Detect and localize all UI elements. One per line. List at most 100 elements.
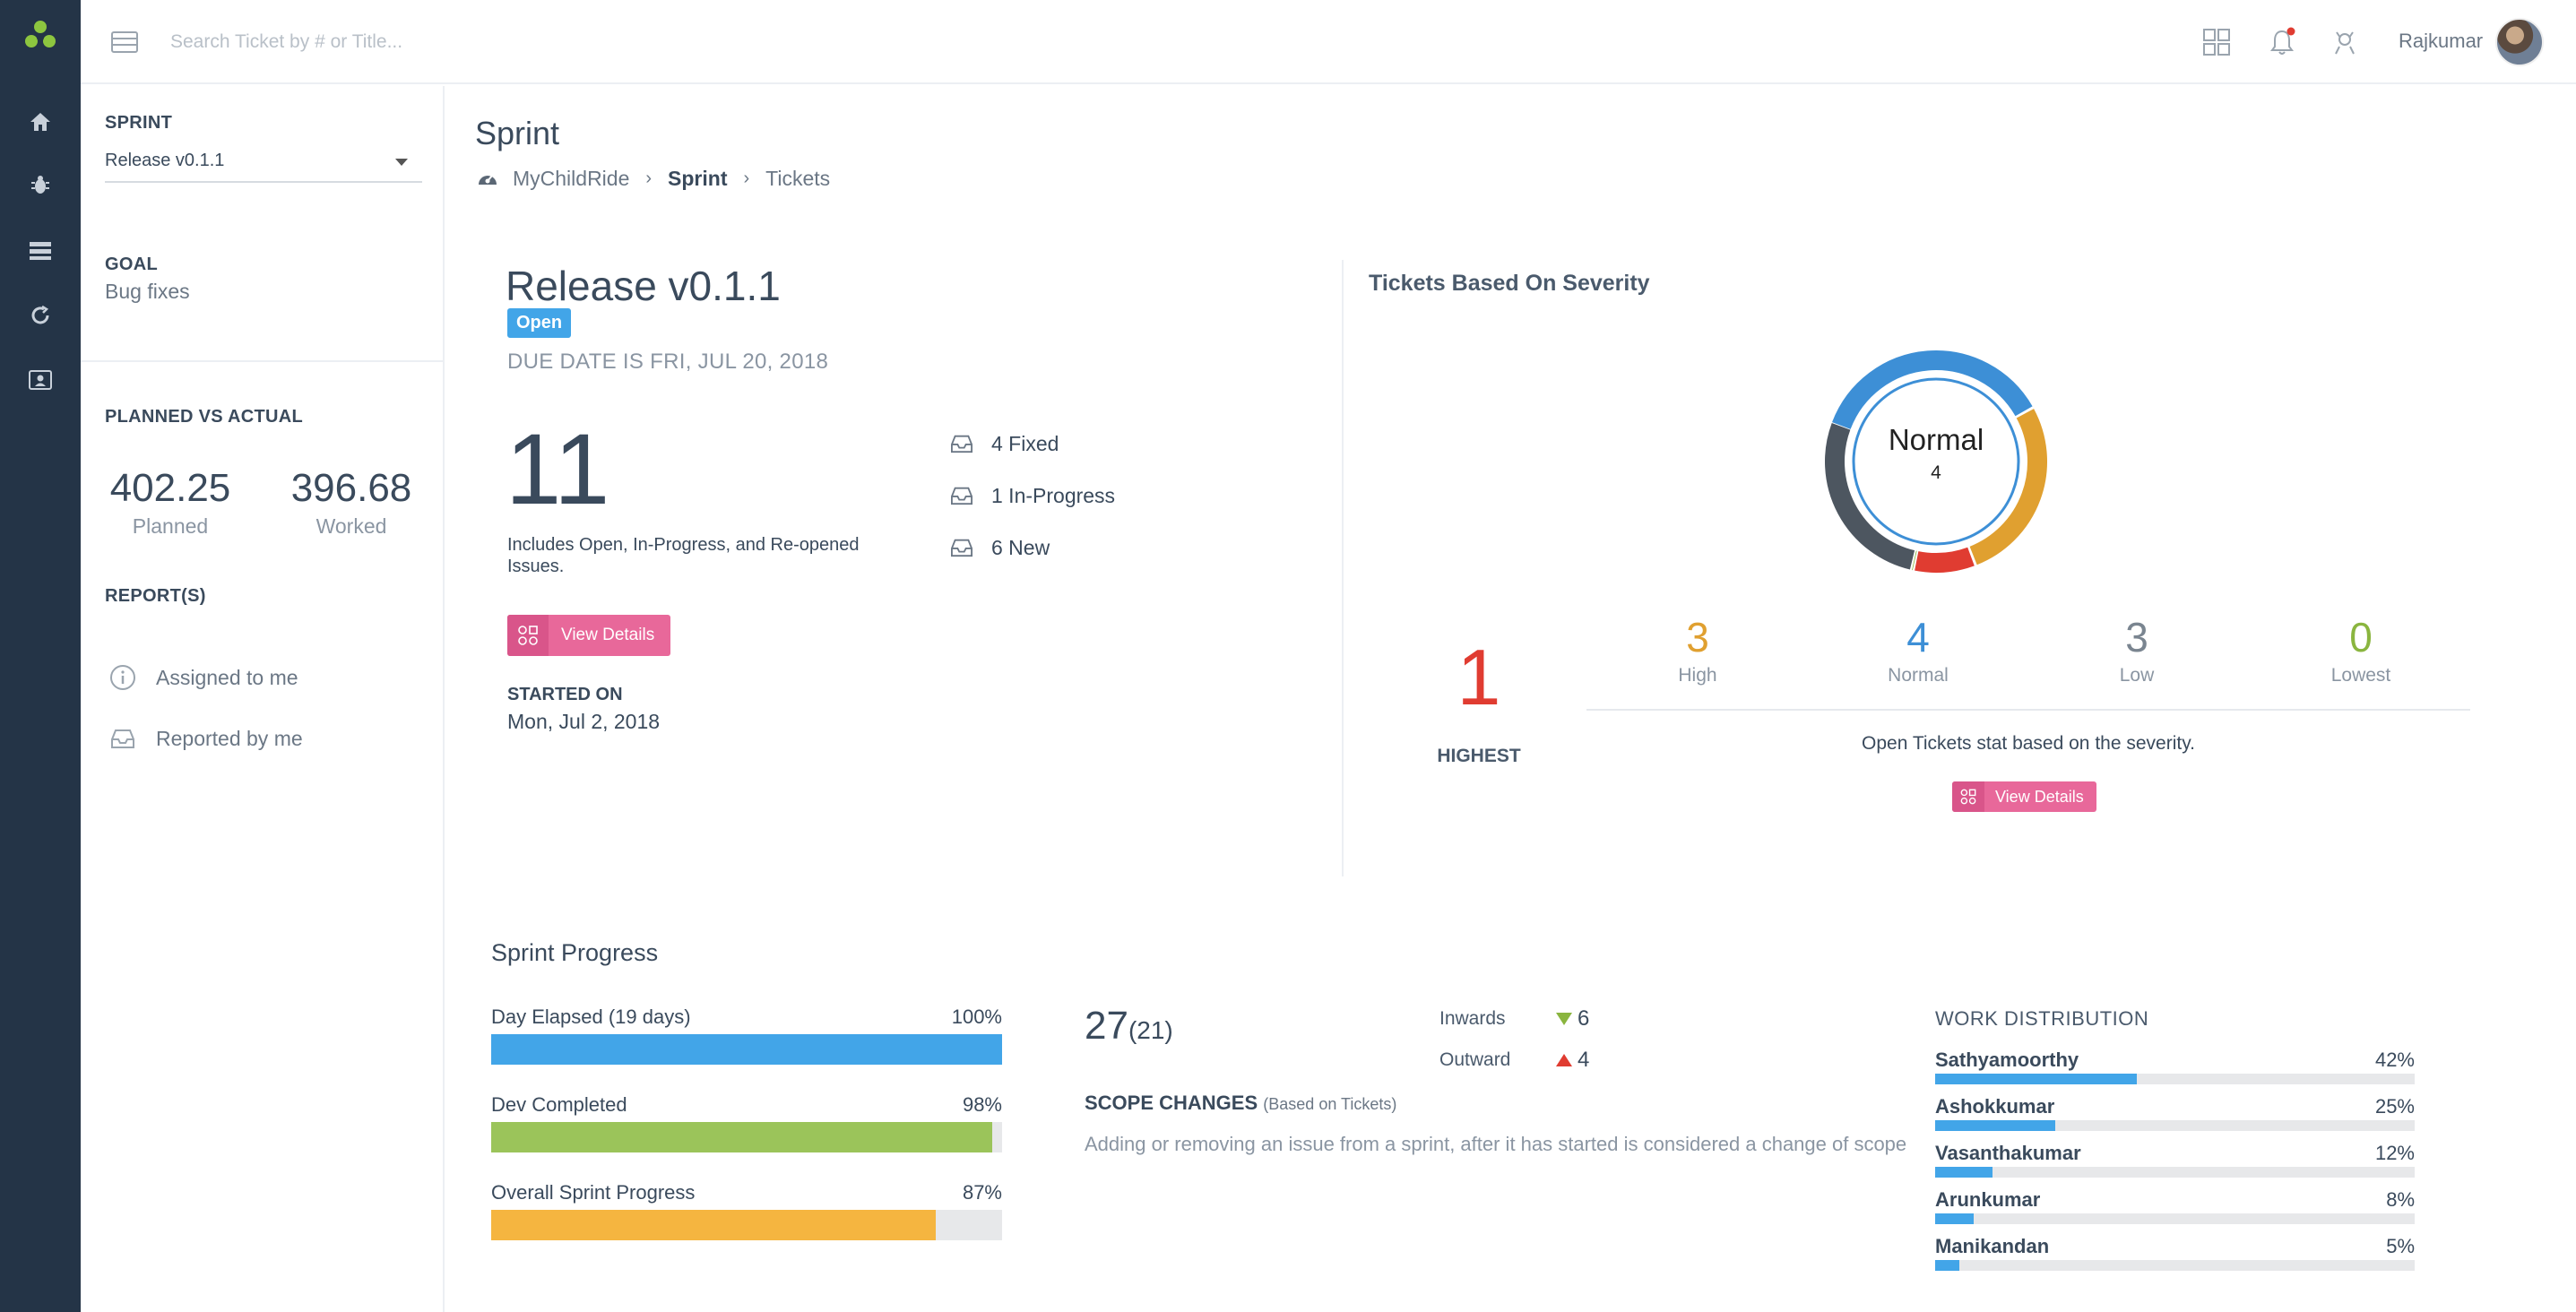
stat-fixed: 4 Fixed [948,428,1059,459]
app-logo-icon[interactable] [22,18,58,54]
breadcrumb-item-project[interactable]: MyChildRide [513,166,630,190]
severity-high: 3 High [1608,617,1787,686]
donut-segment-normal[interactable] [1832,350,2033,430]
severity-lowest: 0 Lowest [2271,617,2451,686]
outward-label: Outward [1439,1049,1511,1070]
scope-description: Adding or removing an issue from a sprin… [1085,1133,1907,1155]
arrow-down-icon [1556,1013,1572,1025]
dashboard-gauge-icon [477,168,498,188]
sprint-progress-title: Sprint Progress [491,939,659,966]
chevron-right-icon: › [645,168,653,188]
contact-card-icon[interactable] [24,364,56,396]
left-nav [0,0,81,1312]
info-circle-icon [108,662,138,693]
user-name[interactable]: Rajkumar [2399,30,2484,52]
donut-segment-high[interactable] [1969,409,2047,565]
scope-outward: Outward 4 [1439,1047,1589,1074]
work-track [1935,1120,2415,1131]
planned-value: 402.25 [109,466,231,510]
progress-label: Overall Sprint Progress [491,1181,696,1204]
highest-label: HIGHEST [1437,746,1521,766]
support-agent-icon[interactable] [2328,25,2362,59]
scope-count-value: 27 [1085,1004,1128,1048]
donut-center-label: Normal [1888,423,1984,456]
sprint-select-value: Release v0.1.1 [105,151,225,170]
breadcrumb-item-sprint[interactable]: Sprint [668,166,728,190]
home-icon[interactable] [24,106,56,138]
search-input[interactable] [170,23,798,61]
work-row: Sathyamoorthy 42% [1935,1049,2415,1084]
report-assigned-to-me[interactable]: Assigned to me [108,660,298,695]
progress-label: Dev Completed [491,1093,627,1116]
worked-value: 396.68 [290,466,412,510]
severity-view-details-button[interactable]: View Details [1952,781,2096,812]
severity-value: 4 [1906,614,1930,660]
work-row: Vasanthakumar 12% [1935,1142,2415,1178]
notification-bell-icon[interactable] [2265,25,2299,59]
scope-title-text: SCOPE CHANGES [1085,1092,1258,1114]
bug-icon[interactable] [24,168,56,201]
work-track [1935,1260,2415,1271]
release-title: Release v0.1.1 [506,263,781,309]
work-fill [1935,1213,1974,1224]
menu-icon[interactable] [111,29,138,56]
details-grid-icon [1952,781,1984,812]
sync-icon[interactable] [24,299,56,332]
report-reported-by-me[interactable]: Reported by me [108,721,303,756]
goal-label: GOAL [105,255,158,274]
donut-inner-ring [1852,377,2020,546]
work-person-name: Manikandan [1935,1235,2050,1257]
donut-center-value: 4 [1931,462,1941,483]
progress-percent: 87% [962,1181,1002,1204]
arrow-up-icon [1556,1054,1572,1066]
report-label: Assigned to me [156,665,298,689]
work-fill [1935,1120,2055,1131]
goal-value: Bug fixes [105,280,190,303]
worked-label: Worked [316,514,387,538]
severity-label: Lowest [2330,665,2391,686]
donut-segment-highest[interactable] [1915,547,1975,573]
sidebar-divider [81,360,443,362]
work-track [1935,1213,2415,1224]
donut-segment-low[interactable] [1825,422,1915,570]
caret-down-icon [395,159,408,166]
progress-fill [491,1210,936,1240]
sprint-sidebar: SPRINT Release v0.1.1 GOAL Bug fixes PLA… [81,86,445,1312]
scope-subtitle: (Based on Tickets) [1263,1095,1397,1113]
stat-in-progress: 1 In-Progress [948,480,1115,511]
apps-grid-icon[interactable] [2200,25,2234,59]
work-row: Ashokkumar 25% [1935,1095,2415,1131]
severity-title: Tickets Based On Severity [1369,271,1650,296]
work-fill [1935,1074,2137,1084]
progress-dev-completed: Dev Completed 98% [491,1093,1002,1152]
progress-track [491,1122,1002,1152]
avatar[interactable] [2495,18,2544,66]
work-person-name: Sathyamoorthy [1935,1049,2079,1071]
view-details-button[interactable]: View Details [507,615,671,656]
server-list-icon[interactable] [24,235,56,267]
progress-day-elapsed: Day Elapsed (19 days) 100% [491,1006,1002,1065]
section-divider [1342,260,1344,876]
severity-donut-chart[interactable] [1811,337,2061,586]
stat-label: 6 New [991,535,1050,559]
started-on-label: STARTED ON [507,685,623,704]
sprint-select[interactable]: Release v0.1.1 [105,145,422,183]
due-date: DUE DATE IS FRI, JUL 20, 2018 [507,350,829,374]
scope-title: SCOPE CHANGES (Based on Tickets) [1085,1092,1396,1115]
view-details-label: View Details [561,626,655,644]
severity-low: 3 Low [2047,617,2226,686]
inwards-value: 6 [1578,1006,1590,1031]
page-title: Sprint [475,115,560,151]
progress-track [491,1210,1002,1240]
details-grid-icon [507,615,549,656]
severity-divider [1586,709,2470,711]
breadcrumb-item-tickets[interactable]: Tickets [765,166,831,190]
progress-percent: 100% [951,1006,1002,1028]
severity-value: 3 [1686,614,1709,660]
inwards-label: Inwards [1439,1008,1506,1029]
scope-inwards: Inwards 6 [1439,1006,1589,1032]
work-distribution-title: WORK DISTRIBUTION [1935,1007,2149,1030]
work-percent: 12% [2374,1142,2415,1164]
work-fill [1935,1260,1959,1271]
work-row: Arunkumar 8% [1935,1188,2415,1224]
